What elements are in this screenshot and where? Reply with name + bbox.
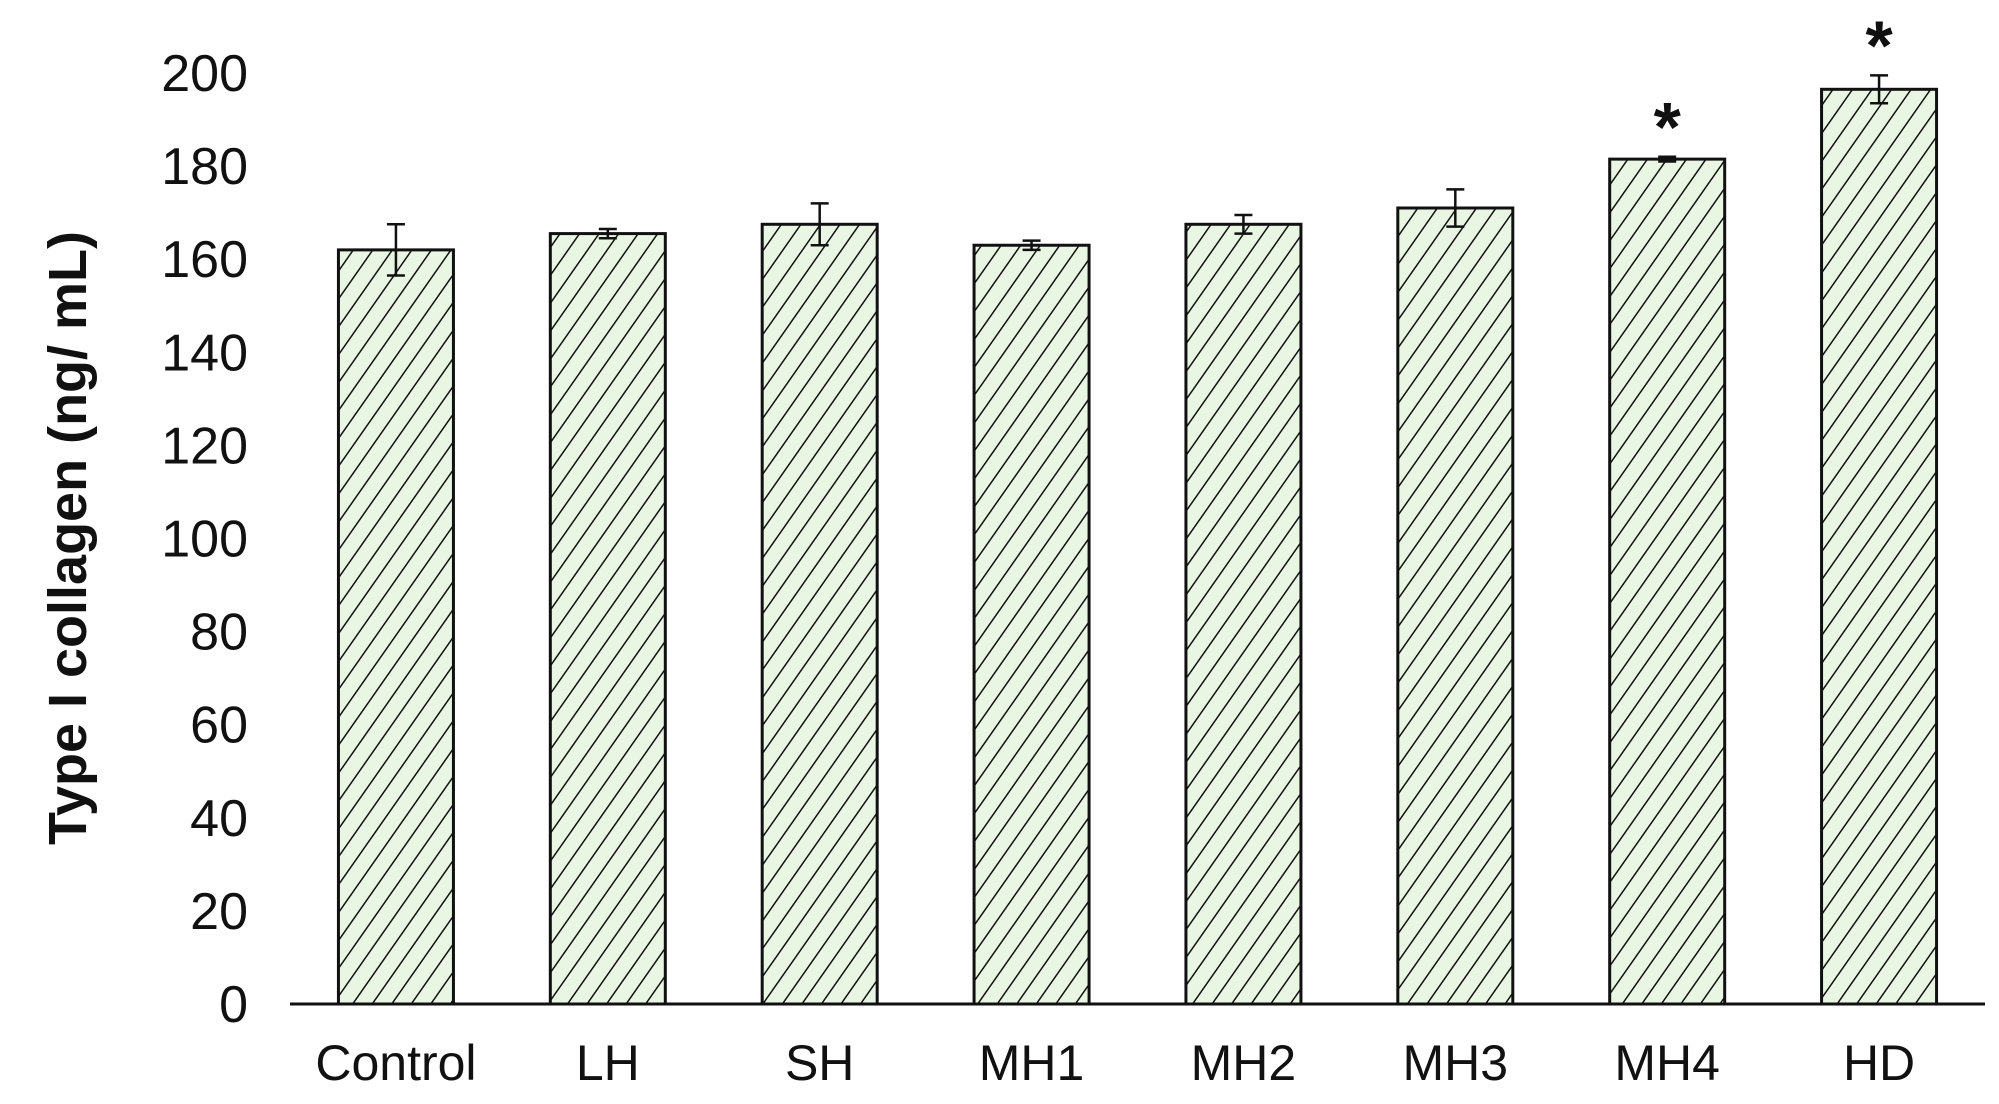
- error-bar-mh1: [1022, 239, 1041, 252]
- bar-mh1: [972, 243, 1091, 1006]
- error-bar-hd: [1870, 74, 1889, 105]
- bar-hd: [1820, 87, 1939, 1006]
- bar-lh: [548, 232, 667, 1006]
- x-tick-label: MH4: [1614, 1035, 1720, 1091]
- error-bar-control: [386, 223, 405, 277]
- error-bar-mh2: [1234, 213, 1253, 235]
- y-tick-label: 100: [161, 511, 248, 569]
- error-bar-mh3: [1446, 188, 1465, 228]
- bar-control: [336, 248, 455, 1006]
- y-tick-label: 180: [161, 138, 248, 196]
- y-tick-label: 120: [161, 417, 248, 475]
- y-tick-label: 60: [190, 697, 248, 755]
- y-axis-ticks: 0 20 40 60 80 100 120 140 160 180 200: [161, 45, 248, 1034]
- y-tick-label: 40: [190, 790, 248, 848]
- significance-markers: **: [1654, 6, 1894, 165]
- y-axis-label: Type I collagen (ng/ mL): [38, 231, 98, 845]
- x-tick-label: MH3: [1403, 1035, 1509, 1091]
- bar-mh3: [1396, 206, 1515, 1006]
- y-tick-label: 140: [161, 324, 248, 382]
- y-tick-label: 20: [190, 883, 248, 941]
- bar-mh4: [1608, 157, 1727, 1006]
- y-tick-label: 200: [161, 45, 248, 103]
- bars-group: [336, 87, 1939, 1006]
- error-bar-lh: [598, 227, 617, 240]
- error-bars-group: [386, 74, 1889, 277]
- x-tick-label: SH: [785, 1035, 854, 1091]
- x-tick-label: HD: [1843, 1035, 1915, 1091]
- y-tick-label: 0: [219, 976, 248, 1034]
- significance-star: *: [1654, 88, 1682, 166]
- x-tick-label: MH2: [1191, 1035, 1297, 1091]
- x-tick-label: MH1: [979, 1035, 1085, 1091]
- error-bar-mh4: [1658, 155, 1677, 163]
- x-axis-labels: Control LH SH MH1 MH2 MH3 MH4 HD: [315, 1035, 1915, 1091]
- y-tick-label: 160: [161, 231, 248, 289]
- error-bar-sh: [810, 202, 829, 247]
- significance-star: *: [1865, 6, 1893, 84]
- y-tick-label: 80: [190, 604, 248, 662]
- bar-mh2: [1184, 222, 1303, 1006]
- bar-sh: [760, 222, 879, 1006]
- x-tick-label: Control: [315, 1035, 476, 1091]
- x-tick-label: LH: [576, 1035, 640, 1091]
